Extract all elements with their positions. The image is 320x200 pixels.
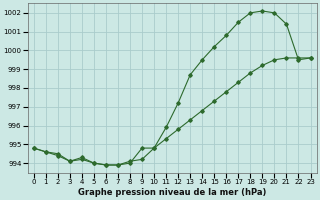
X-axis label: Graphe pression niveau de la mer (hPa): Graphe pression niveau de la mer (hPa) <box>78 188 266 197</box>
